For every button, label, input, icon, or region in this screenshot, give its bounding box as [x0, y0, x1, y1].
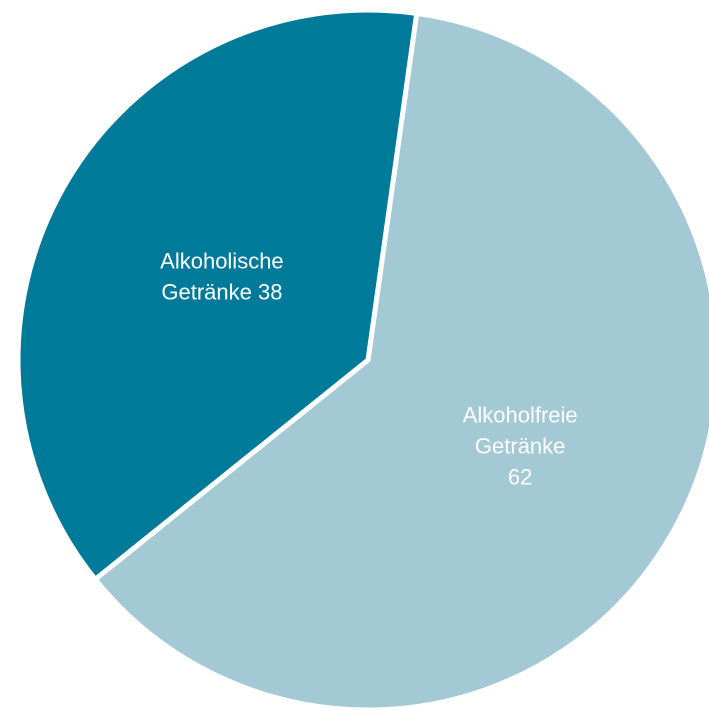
pie-slice-label-line: 62 [508, 464, 532, 489]
pie-slice-2 [15, 7, 420, 582]
pie-slice-label-2: Alkoholische Getränke 38 [160, 249, 284, 305]
pie-slice-label-line: Getränke 38 [161, 280, 282, 305]
pie-slice-1 [92, 10, 709, 711]
pie-slice-label-line: Getränke [475, 433, 566, 458]
pie-slice-label-line: Alkoholfreie [463, 402, 578, 427]
pie-slice-label-1: Alkoholfreie Getränke 62 [463, 402, 578, 489]
pie-slice-label-line: Alkoholische [160, 249, 284, 274]
